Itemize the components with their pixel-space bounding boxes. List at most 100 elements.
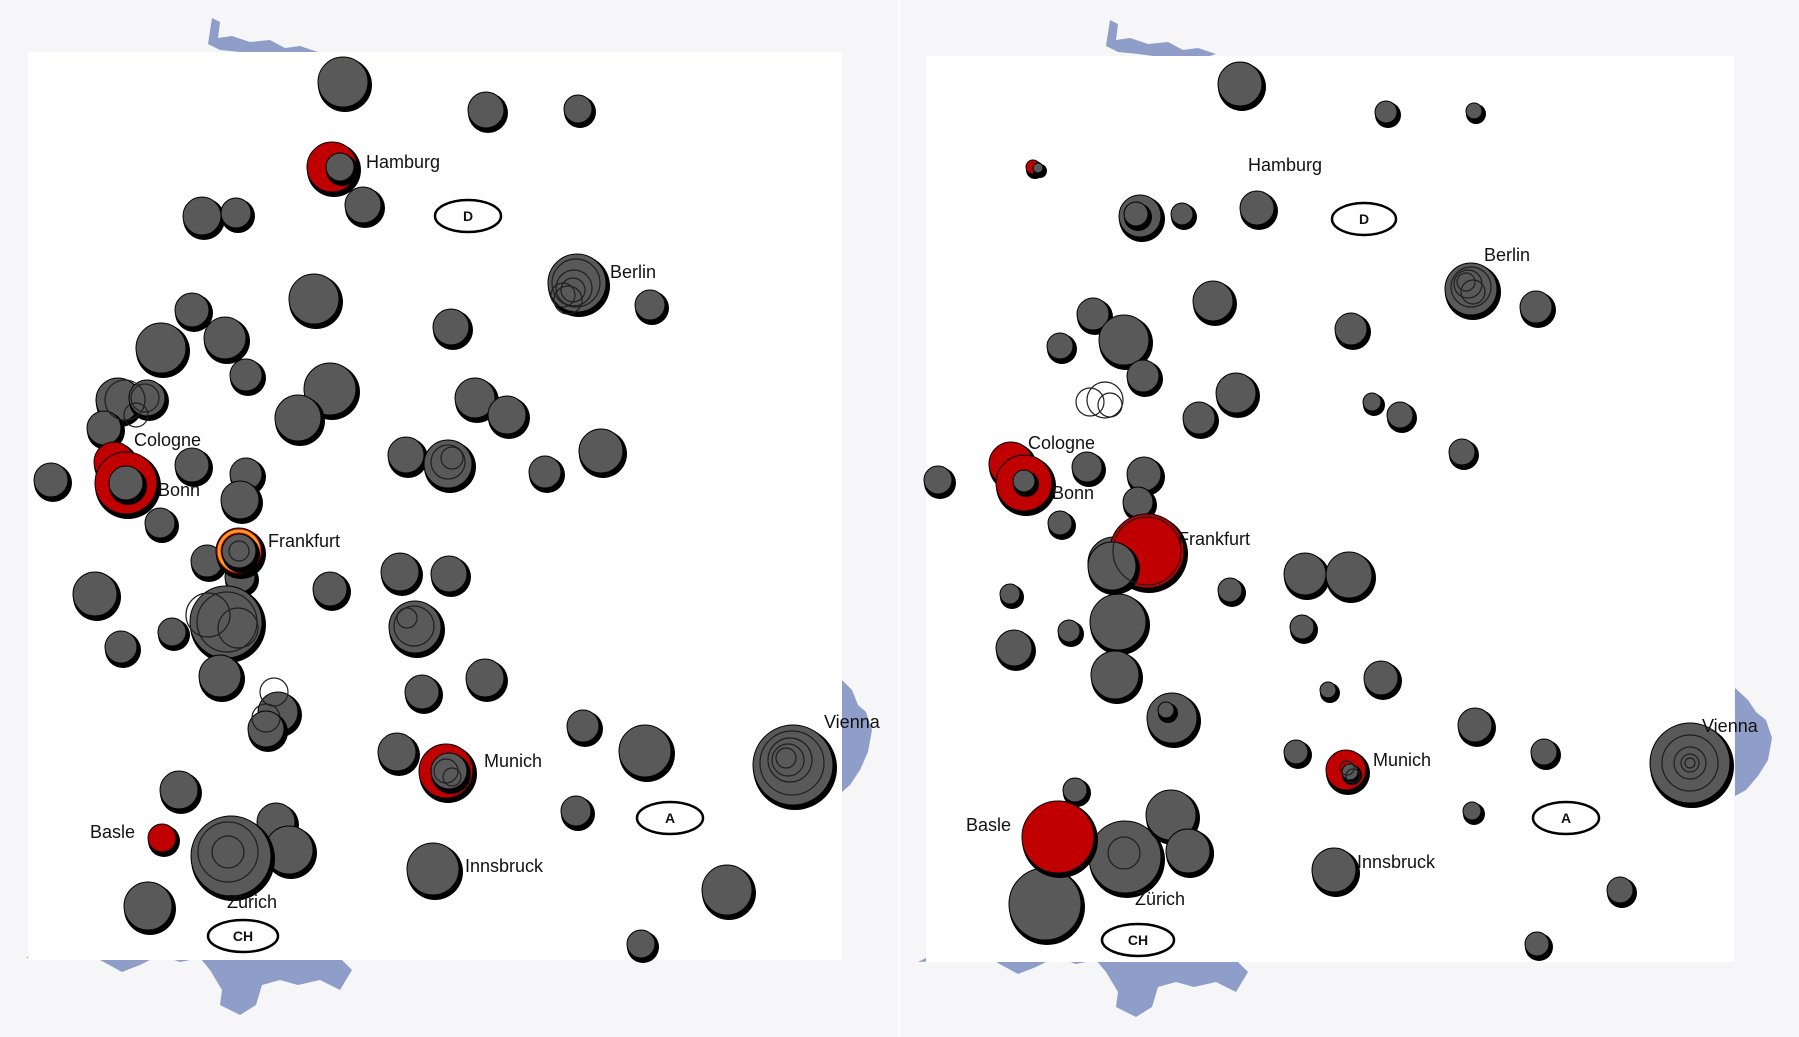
city-label-frankfurt: Frankfurt: [268, 531, 340, 551]
vienna-ring: [771, 743, 805, 777]
map-bubble: [1126, 359, 1163, 397]
map-bubble: [123, 881, 176, 935]
map-bubble: [1090, 650, 1143, 704]
basle-highlight: [147, 823, 180, 857]
map-bubble: [578, 428, 627, 478]
country-label-a: A: [1561, 810, 1571, 826]
hamburg-core: [1032, 162, 1047, 178]
cluster-ring: [123, 402, 149, 428]
map-bubble: [1519, 290, 1556, 328]
map-bubble: [1192, 280, 1237, 326]
map-bubble: [1089, 593, 1150, 655]
vienna-ring: [767, 737, 813, 783]
map-bubble: [1289, 614, 1318, 644]
map-bubble: [1062, 777, 1091, 807]
map-bubble: [618, 724, 675, 782]
map-bubble: [626, 929, 659, 963]
overlay-layer-right: [1012, 162, 1719, 870]
map-bubble: [1217, 61, 1266, 111]
map-bubble: [344, 186, 385, 228]
vienna-ring: [1673, 746, 1707, 780]
terrain-north-coast: [208, 18, 318, 58]
map-bubble: [104, 630, 141, 668]
cluster-ring: [130, 383, 160, 413]
map-bubble: [1098, 314, 1153, 370]
map-bubble: [86, 410, 125, 450]
cluster-ring: [430, 444, 466, 480]
map-bubble: [1465, 102, 1486, 124]
city-label-cologne: Cologne: [134, 430, 201, 450]
country-label-d: D: [463, 208, 473, 224]
map-bubble: [317, 56, 372, 112]
terrain-south-switzerland: [26, 948, 352, 1015]
berlin-ring: [1456, 272, 1476, 292]
map-bubble: [288, 273, 343, 329]
country-badge-d: D: [1330, 201, 1398, 237]
map-bubble: [174, 292, 213, 332]
city-label-hamburg: Hamburg: [1248, 155, 1322, 175]
map-bubble: [198, 654, 245, 702]
berlin-ring: [550, 282, 576, 308]
country-label-d: D: [1359, 211, 1369, 227]
city-label-zurich: Zürich: [227, 892, 277, 912]
terrain-north-coast: [1106, 20, 1216, 60]
cluster-ring: [251, 703, 281, 733]
map-bubble: [1217, 577, 1246, 607]
zurich-ring: [211, 835, 245, 869]
city-label-vienna: Vienna: [1702, 716, 1759, 736]
map-left-svg: D A CH Hamburg Berlin Cologne Bonn Frank…: [26, 18, 881, 1015]
map-bubble: [430, 555, 471, 597]
city-label-munich: Munich: [484, 751, 542, 771]
vienna-ring: [1684, 757, 1696, 769]
country-label-a: A: [665, 810, 675, 826]
map-bubble: [33, 462, 72, 502]
map-bubble: [404, 674, 443, 714]
map-bubble: [1123, 201, 1152, 231]
vienna-ring: [759, 730, 825, 796]
vienna-ring: [775, 747, 797, 769]
terrain-left: [26, 18, 872, 1015]
map-bubble: [1457, 707, 1496, 747]
country-badge-ch: CH: [206, 918, 280, 954]
map-bubble: [159, 770, 202, 814]
map-bubble: [312, 571, 351, 611]
map-bubble: [995, 629, 1036, 671]
map-bubble: [264, 825, 317, 879]
frankfurt-ring: [1112, 516, 1182, 586]
zurich-ring: [197, 821, 259, 883]
map-bubble: [203, 316, 250, 364]
city-label-bonn: Bonn: [1052, 483, 1094, 503]
map-bubble: [1046, 332, 1077, 364]
map-bubble: [465, 658, 508, 702]
map-bubble: [220, 197, 255, 233]
city-label-zurich: Zürich: [1135, 889, 1185, 909]
cluster-ring: [396, 607, 418, 629]
map-bubble: [999, 583, 1024, 609]
city-label-basle: Basle: [90, 822, 135, 842]
city-label-berlin: Berlin: [1484, 245, 1530, 265]
berlin-ring: [1460, 279, 1486, 305]
munich-ring: [1345, 768, 1361, 784]
map-bubble: [487, 395, 530, 439]
map-bubble: [1071, 451, 1106, 487]
map-bubble: [135, 322, 190, 378]
map-bubble: [174, 447, 213, 487]
map-bubble: [1524, 931, 1553, 961]
country-badge-a: A: [635, 800, 705, 836]
frankfurt-ring: [228, 540, 250, 562]
map-bubble: [72, 571, 121, 621]
city-label-vienna: Vienna: [824, 712, 881, 732]
city-label-cologne: Cologne: [1028, 433, 1095, 453]
map-bubble: [1122, 486, 1157, 522]
zurich-bubble: [1088, 820, 1165, 898]
map-bubble: [380, 552, 423, 596]
map-bubble: [1606, 876, 1637, 908]
map-area-left: [28, 52, 842, 960]
vienna-ring: [1661, 734, 1719, 792]
hamburg-core: [325, 152, 358, 186]
map-bubble: [157, 617, 190, 651]
map-bubble: [467, 91, 508, 133]
frankfurt-overlap: [1087, 541, 1140, 595]
country-label-ch: CH: [1128, 932, 1148, 948]
map-bubble: [1362, 392, 1385, 416]
